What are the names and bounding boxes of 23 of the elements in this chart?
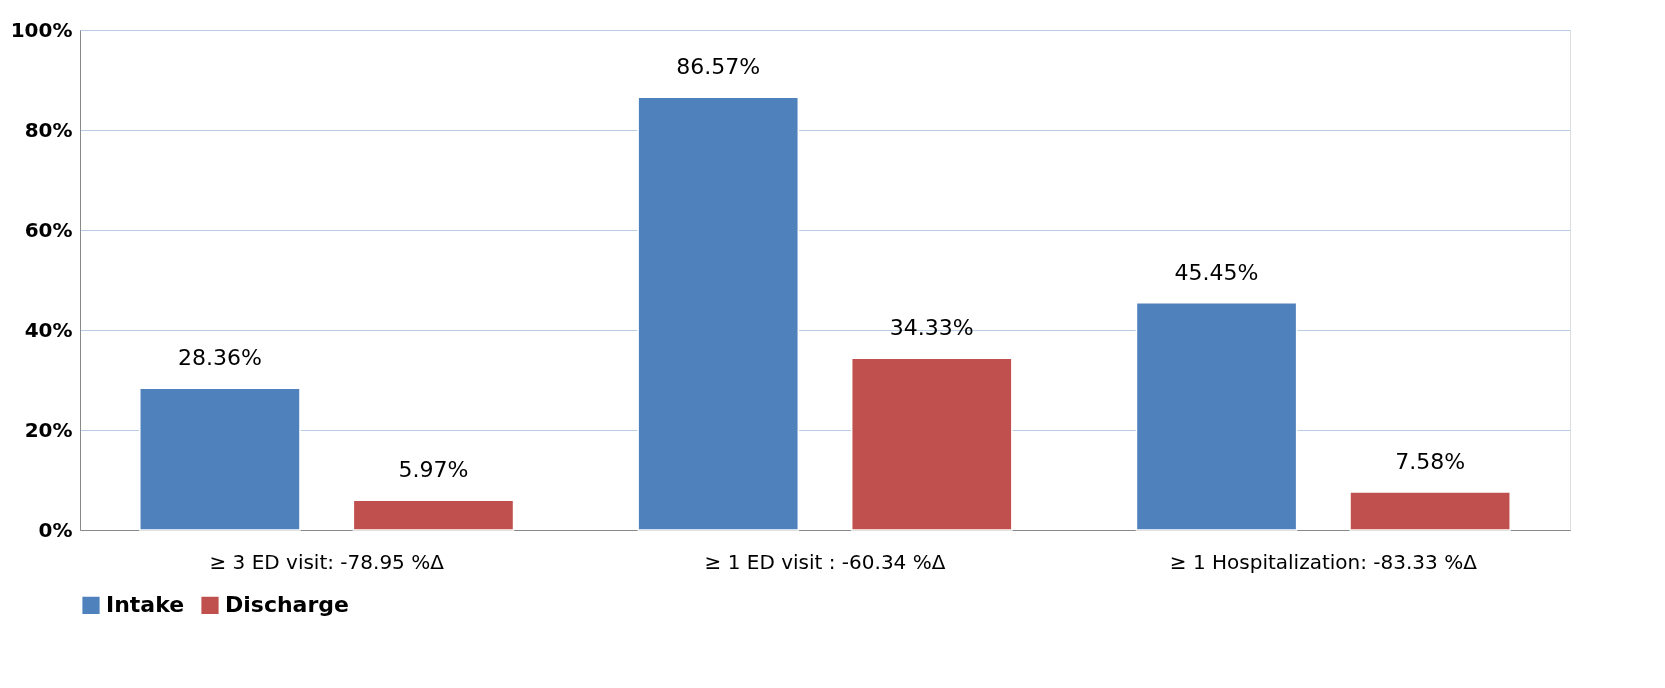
- y-tick-label: 100%: [10, 17, 73, 42]
- legend-label: Intake: [106, 592, 185, 618]
- bar: [352, 499, 515, 531]
- data-label: 7.58%: [1395, 449, 1466, 475]
- bar: [850, 357, 1013, 531]
- bar: [1349, 491, 1511, 531]
- x-tick-label: ≥ 3 ED visit: -78.95 %Δ: [209, 549, 445, 574]
- x-tick-label: ≥ 1 Hospitalization: -83.33 %Δ: [1169, 549, 1478, 574]
- x-tick-label: ≥ 1 ED visit : -60.34 %Δ: [704, 549, 946, 574]
- y-tick-label: 40%: [24, 317, 73, 342]
- y-tick-label: 0%: [38, 517, 73, 542]
- bar: [139, 387, 301, 531]
- data-label: 45.45%: [1174, 259, 1259, 285]
- data-label: 28.36%: [177, 345, 262, 371]
- bar: [1135, 302, 1298, 531]
- data-label: 5.97%: [398, 457, 469, 483]
- y-tick-label: 60%: [24, 217, 73, 242]
- data-label: 86.57%: [676, 54, 761, 80]
- y-tick-label: 20%: [24, 417, 73, 442]
- legend-label: Discharge: [225, 592, 349, 618]
- y-tick-label: 80%: [24, 117, 73, 142]
- bar: [637, 96, 800, 531]
- data-label: 34.33%: [889, 315, 974, 341]
